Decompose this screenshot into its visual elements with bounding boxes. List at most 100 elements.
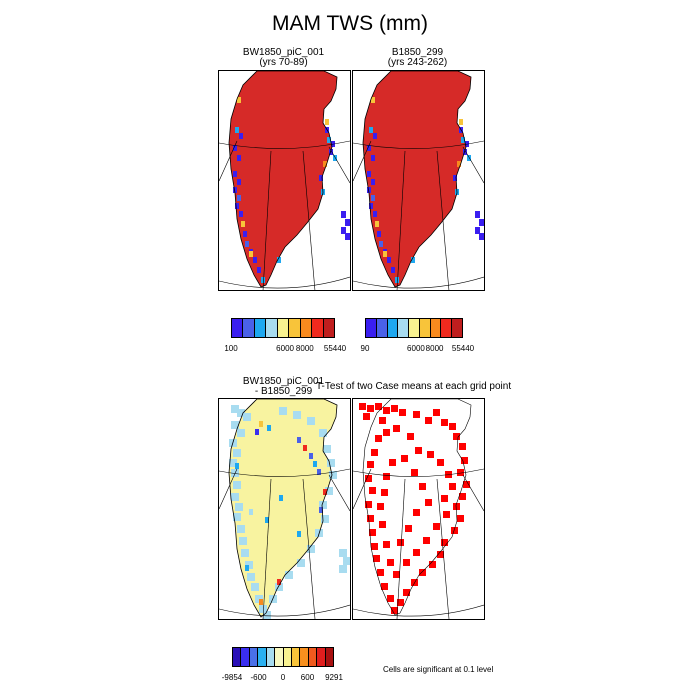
map-cell <box>319 429 327 437</box>
significant-cell <box>399 409 406 416</box>
colorbar-swatch <box>398 319 410 337</box>
map-cell <box>243 413 251 421</box>
map-cell <box>237 429 245 437</box>
significant-cell <box>369 529 376 536</box>
longitude-line <box>436 150 450 290</box>
significant-cell <box>423 537 430 544</box>
greenland-coastline <box>362 71 472 288</box>
colorbar-swatch <box>317 648 326 666</box>
panel-title-top-left: BW1850_piC_001 (yrs 70-89) <box>218 48 349 68</box>
colorbar-swatch <box>291 648 301 666</box>
map-cell <box>373 133 377 139</box>
map-cell <box>341 227 346 234</box>
colorbar-tick-label: 9291 <box>325 673 343 682</box>
colorbar-swatch <box>366 319 377 337</box>
significant-cell <box>419 569 426 576</box>
colorbar-swatch <box>441 319 453 337</box>
colorbar-tick-label: 100 <box>224 344 238 353</box>
significant-cell <box>367 515 374 522</box>
significant-cell <box>363 413 370 420</box>
longitude-line <box>219 468 238 510</box>
longitude-line <box>462 146 484 184</box>
map-cell <box>467 155 471 161</box>
latitude-line <box>219 140 350 149</box>
significant-cell <box>411 469 418 476</box>
significance-note: Cells are significant at 0.1 level <box>383 665 494 674</box>
map-cell <box>293 411 301 419</box>
colorbar-tick-label: -600 <box>250 673 267 682</box>
map-cell <box>237 179 241 185</box>
panel-title-line2: (yrs 70-89) <box>259 57 308 68</box>
map-cell <box>235 503 243 511</box>
latitude-line <box>219 468 350 477</box>
significant-cell <box>375 435 382 442</box>
significant-cell <box>457 469 464 476</box>
longitude-line <box>353 468 372 510</box>
significant-cell <box>449 423 456 430</box>
map-cell <box>279 495 283 501</box>
map-cell <box>259 605 267 613</box>
map-cell <box>387 257 391 263</box>
figure-title: MAM TWS (mm) <box>272 12 428 35</box>
significant-cell <box>369 487 376 494</box>
map-cell <box>277 257 281 263</box>
significant-cell <box>403 589 410 596</box>
significant-cell <box>443 511 450 518</box>
colorbar-bottom: -9854 -600 0 600 9291 <box>222 647 343 682</box>
colorbar-swatch <box>266 648 276 666</box>
map-cell <box>239 133 243 139</box>
map-cell <box>369 127 373 133</box>
panel-title-line1: B1850_299 <box>391 47 444 58</box>
map-cell <box>321 515 329 523</box>
map-cell <box>241 221 245 227</box>
map-cell <box>375 221 379 227</box>
colorbar-swatch <box>277 319 290 337</box>
map-cell <box>395 277 399 283</box>
significant-cell <box>403 559 410 566</box>
map-cell <box>251 583 259 591</box>
latitude-line <box>353 468 484 477</box>
significant-cell <box>365 501 372 508</box>
map-cell <box>275 583 283 591</box>
map-cell <box>327 459 335 467</box>
map-cell <box>373 211 377 217</box>
colorbar-swatch <box>300 319 313 337</box>
longitude-line <box>328 146 350 184</box>
longitude-line <box>436 478 450 619</box>
colorbar-swatch <box>266 319 278 337</box>
map-cell <box>377 231 381 237</box>
panel-title-bottom-right: T-Test of two Case means at each grid po… <box>316 381 512 392</box>
map-cell <box>279 407 287 415</box>
map-cell <box>461 137 465 143</box>
map-cell <box>261 277 265 283</box>
map-cell <box>267 425 271 431</box>
significant-cell <box>381 489 388 496</box>
significant-cell <box>393 425 400 432</box>
significant-cell <box>367 405 374 412</box>
map-cell <box>249 509 253 515</box>
map-cell <box>459 119 463 125</box>
map-svg <box>353 399 484 619</box>
map-cell <box>323 161 327 167</box>
longitude-line <box>396 150 406 290</box>
significant-cell <box>419 483 426 490</box>
map-cell <box>233 145 237 151</box>
map-cell <box>237 155 241 161</box>
colorbar-tick-label: 0 <box>280 673 286 682</box>
map-cell <box>319 501 327 509</box>
map-cell <box>263 611 271 619</box>
colorbar-swatches <box>231 318 335 338</box>
longitude-line <box>262 478 272 619</box>
significant-cell <box>387 559 394 566</box>
map-cell <box>323 445 331 453</box>
colorbar-tick-label: 55440 <box>323 344 347 353</box>
map-cell <box>243 231 247 237</box>
map-svg <box>353 71 484 290</box>
map-cell <box>237 525 245 533</box>
map-cell <box>317 469 321 475</box>
map-cell <box>369 203 373 209</box>
map-cell <box>479 219 484 226</box>
map-cell <box>371 155 375 161</box>
latitude-line <box>219 604 350 617</box>
panel-title-bottom-left: BW1850_piC_001 - B1850_299 <box>218 377 349 397</box>
